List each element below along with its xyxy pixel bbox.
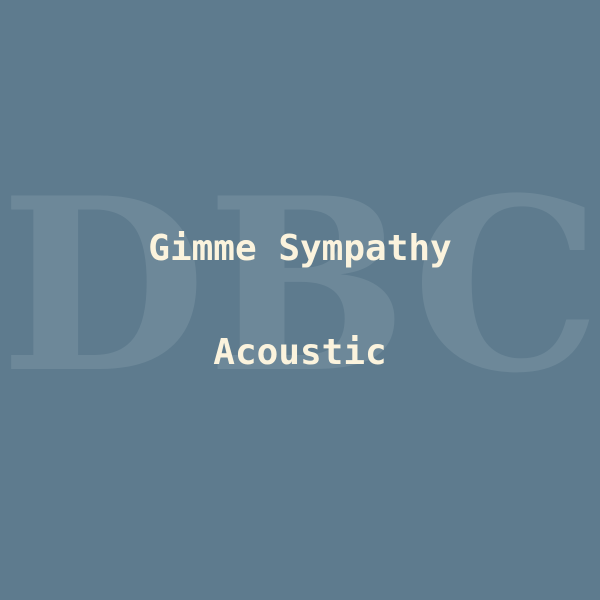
watermark-logo: DBC — [0, 147, 600, 426]
song-subtitle: Acoustic — [213, 332, 387, 373]
song-title: Gimme Sympathy — [148, 228, 452, 269]
